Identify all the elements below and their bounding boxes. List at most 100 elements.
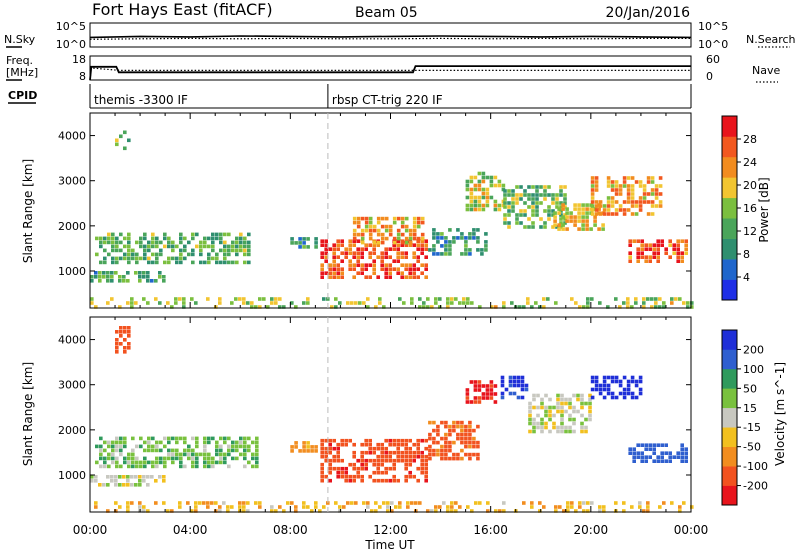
nave-tick-bottom: 0	[706, 70, 713, 83]
vel-region-10	[628, 443, 688, 463]
vel-region-8	[528, 393, 592, 434]
power-cb-tick-label-1: 8	[743, 248, 750, 261]
power-ytick-label-3: 4000	[58, 130, 86, 143]
date-label: 20/Jan/2016	[606, 5, 691, 21]
vel-ytick-label-3: 4000	[58, 334, 86, 347]
freq-series-1	[89, 67, 691, 81]
vel-region-11	[94, 501, 694, 513]
power-cb-swatch-1	[722, 259, 737, 280]
velocity-colorbar-label: Velocity [m s^-1]	[773, 362, 787, 466]
cpid-row: CPID themis -3300 IF rbsp CT-trig 220 IF	[8, 84, 692, 109]
cpid-program-0: themis -3300 IF	[94, 93, 188, 107]
power-region-7	[465, 171, 506, 212]
cpid-program-1: rbsp CT-trig 220 IF	[332, 93, 443, 107]
vel-cb-frame	[721, 329, 738, 506]
vel-cb-tick-label-0: 200	[743, 343, 764, 356]
power-region-4	[320, 239, 428, 279]
vel-cb-tick-label-1: 100	[743, 363, 764, 376]
time-tick-label-0: 00:00	[73, 523, 108, 537]
power-region-6	[428, 228, 488, 256]
power-region-3	[290, 237, 318, 249]
vel-region-2	[115, 326, 131, 354]
vel-cb-tick-label-2: 50	[743, 382, 757, 395]
time-tick-label-2: 08:00	[273, 523, 308, 537]
power-ytick-label-0: 1000	[58, 265, 86, 278]
vel-ytick-label-0: 1000	[58, 469, 86, 482]
power-region-1	[90, 271, 166, 283]
cpid-label: CPID	[8, 89, 37, 102]
power-cb-tick-label-2: 12	[743, 225, 757, 238]
time-tick-label-6: 00:00	[674, 523, 709, 537]
power-panel: Slant Range [km] 1000 2000 3000 4000 4 8 12 16…	[21, 112, 771, 309]
power-cb-swatch-3	[722, 218, 737, 239]
noise-series-0	[89, 35, 692, 39]
power-colorbar-label: Power [dB]	[757, 177, 771, 242]
power-cb-swatch-5	[722, 177, 737, 199]
freq-frame	[89, 55, 692, 81]
time-tick-label-5: 20:00	[574, 523, 609, 537]
vel-cb-tick-label-3: 15	[743, 402, 757, 415]
velocity-frame	[89, 316, 692, 513]
noise-right-tick-bottom: 10^0	[698, 38, 728, 51]
power-ylabel: Slant Range [km]	[21, 159, 35, 263]
power-ytick-label-1: 2000	[58, 220, 86, 233]
time-tick-label-3: 12:00	[373, 523, 408, 537]
freq-series-0	[89, 65, 691, 81]
vel-region-0	[95, 436, 259, 469]
vel-region-9	[590, 375, 643, 400]
power-cb-swatch-0	[722, 279, 737, 301]
beam-label: Beam 05	[355, 5, 418, 21]
power-region-2	[115, 130, 131, 151]
vel-cb-swatch-7	[722, 349, 737, 370]
vel-region-1	[90, 475, 166, 487]
power-region-12	[90, 297, 694, 309]
vel-region-6	[465, 380, 498, 404]
vel-region-4	[320, 438, 428, 483]
power-region-5	[352, 216, 425, 245]
power-region-10	[590, 176, 663, 216]
vel-region-5	[428, 420, 480, 461]
power-cb-swatch-4	[722, 197, 737, 219]
station-title: Fort Hays East (fitACF)	[92, 0, 273, 19]
noise-right-label: N.Search	[746, 33, 796, 46]
freq-label-2: [MHz]	[6, 66, 38, 79]
freq-label-1: Freq.	[6, 54, 33, 67]
vel-cb-tick-label-7: -200	[743, 480, 768, 493]
vel-cb-swatch-8	[722, 330, 737, 350]
velocity-ylabel: Slant Range [km]	[21, 362, 35, 466]
time-tick-label-4: 16:00	[473, 523, 508, 537]
power-ytick-label-2: 3000	[58, 175, 86, 188]
nave-label: Nave	[752, 64, 780, 77]
power-cb-tick-label-4: 20	[743, 179, 757, 192]
noise-left-label: N.Sky	[4, 33, 36, 46]
vel-cb-swatch-1	[722, 466, 737, 486]
power-cb-swatch-8	[722, 116, 737, 137]
noise-frame	[89, 22, 692, 48]
velocity-panel: Slant Range [km] Time UT 1000 2000 3000 400…	[21, 316, 787, 552]
noise-series-1	[89, 37, 691, 40]
vel-ytick-label-2: 3000	[58, 379, 86, 392]
vel-cb-swatch-6	[722, 368, 737, 389]
power-cb-tick-label-6: 28	[743, 133, 757, 146]
power-cb-tick-label-5: 24	[743, 156, 757, 169]
vel-cb-swatch-4	[722, 407, 737, 428]
freq-nave-panel: Freq. [MHz] 18 8 60 0 Nave	[6, 53, 780, 83]
power-cb-tick-label-3: 16	[743, 202, 757, 215]
power-cb-swatch-2	[722, 238, 737, 260]
power-region-0	[95, 232, 251, 265]
noise-right-tick-top: 10^5	[698, 20, 728, 33]
vel-region-7	[500, 375, 529, 400]
power-cb-swatch-6	[722, 156, 737, 178]
power-cb-tick-label-0: 4	[743, 271, 750, 284]
noise-panel: N.Sky 10^5 10^0 10^5 10^0 N.Search	[4, 20, 796, 51]
vel-region-3	[290, 441, 318, 453]
time-tick-label-1: 04:00	[173, 523, 208, 537]
noise-left-tick-bottom: 10^0	[56, 38, 86, 51]
freq-tick-bottom: 8	[79, 70, 86, 83]
noise-left-tick-top: 10^5	[56, 20, 86, 33]
vel-cb-swatch-5	[722, 388, 737, 409]
velocity-xlabel: Time UT	[364, 538, 415, 552]
vel-ytick-label-1: 2000	[58, 424, 86, 437]
power-region-9	[553, 203, 605, 231]
